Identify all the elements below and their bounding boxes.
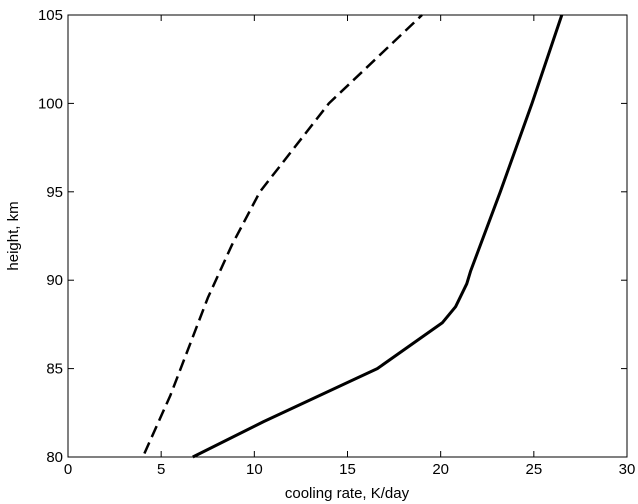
x-tick-label: 30	[619, 461, 636, 478]
axis-tick-labels: 0 5 10 15 20 25 30 80 85 90 95 100 105	[38, 7, 635, 478]
x-tick-label: 0	[64, 461, 72, 478]
series-line-solid	[192, 14, 564, 459]
x-tick-label: 25	[525, 461, 542, 478]
x-axis-label: cooling rate, K/day	[285, 485, 410, 502]
data-series	[143, 14, 564, 459]
y-axis-label: height, km	[5, 201, 22, 270]
y-tick-label: 90	[46, 272, 63, 289]
x-tick-label: 15	[339, 461, 356, 478]
x-tick-label: 20	[432, 461, 449, 478]
series-line-dashed	[143, 14, 423, 455]
y-tick-label: 80	[46, 449, 63, 466]
x-tick-label: 10	[246, 461, 263, 478]
y-tick-label: 100	[38, 95, 63, 112]
axis-ticks	[67, 14, 628, 458]
y-tick-label: 95	[46, 184, 63, 201]
y-tick-label: 105	[38, 7, 63, 24]
plot-area	[67, 14, 628, 458]
y-tick-label: 85	[46, 361, 63, 378]
x-tick-label: 5	[157, 461, 165, 478]
